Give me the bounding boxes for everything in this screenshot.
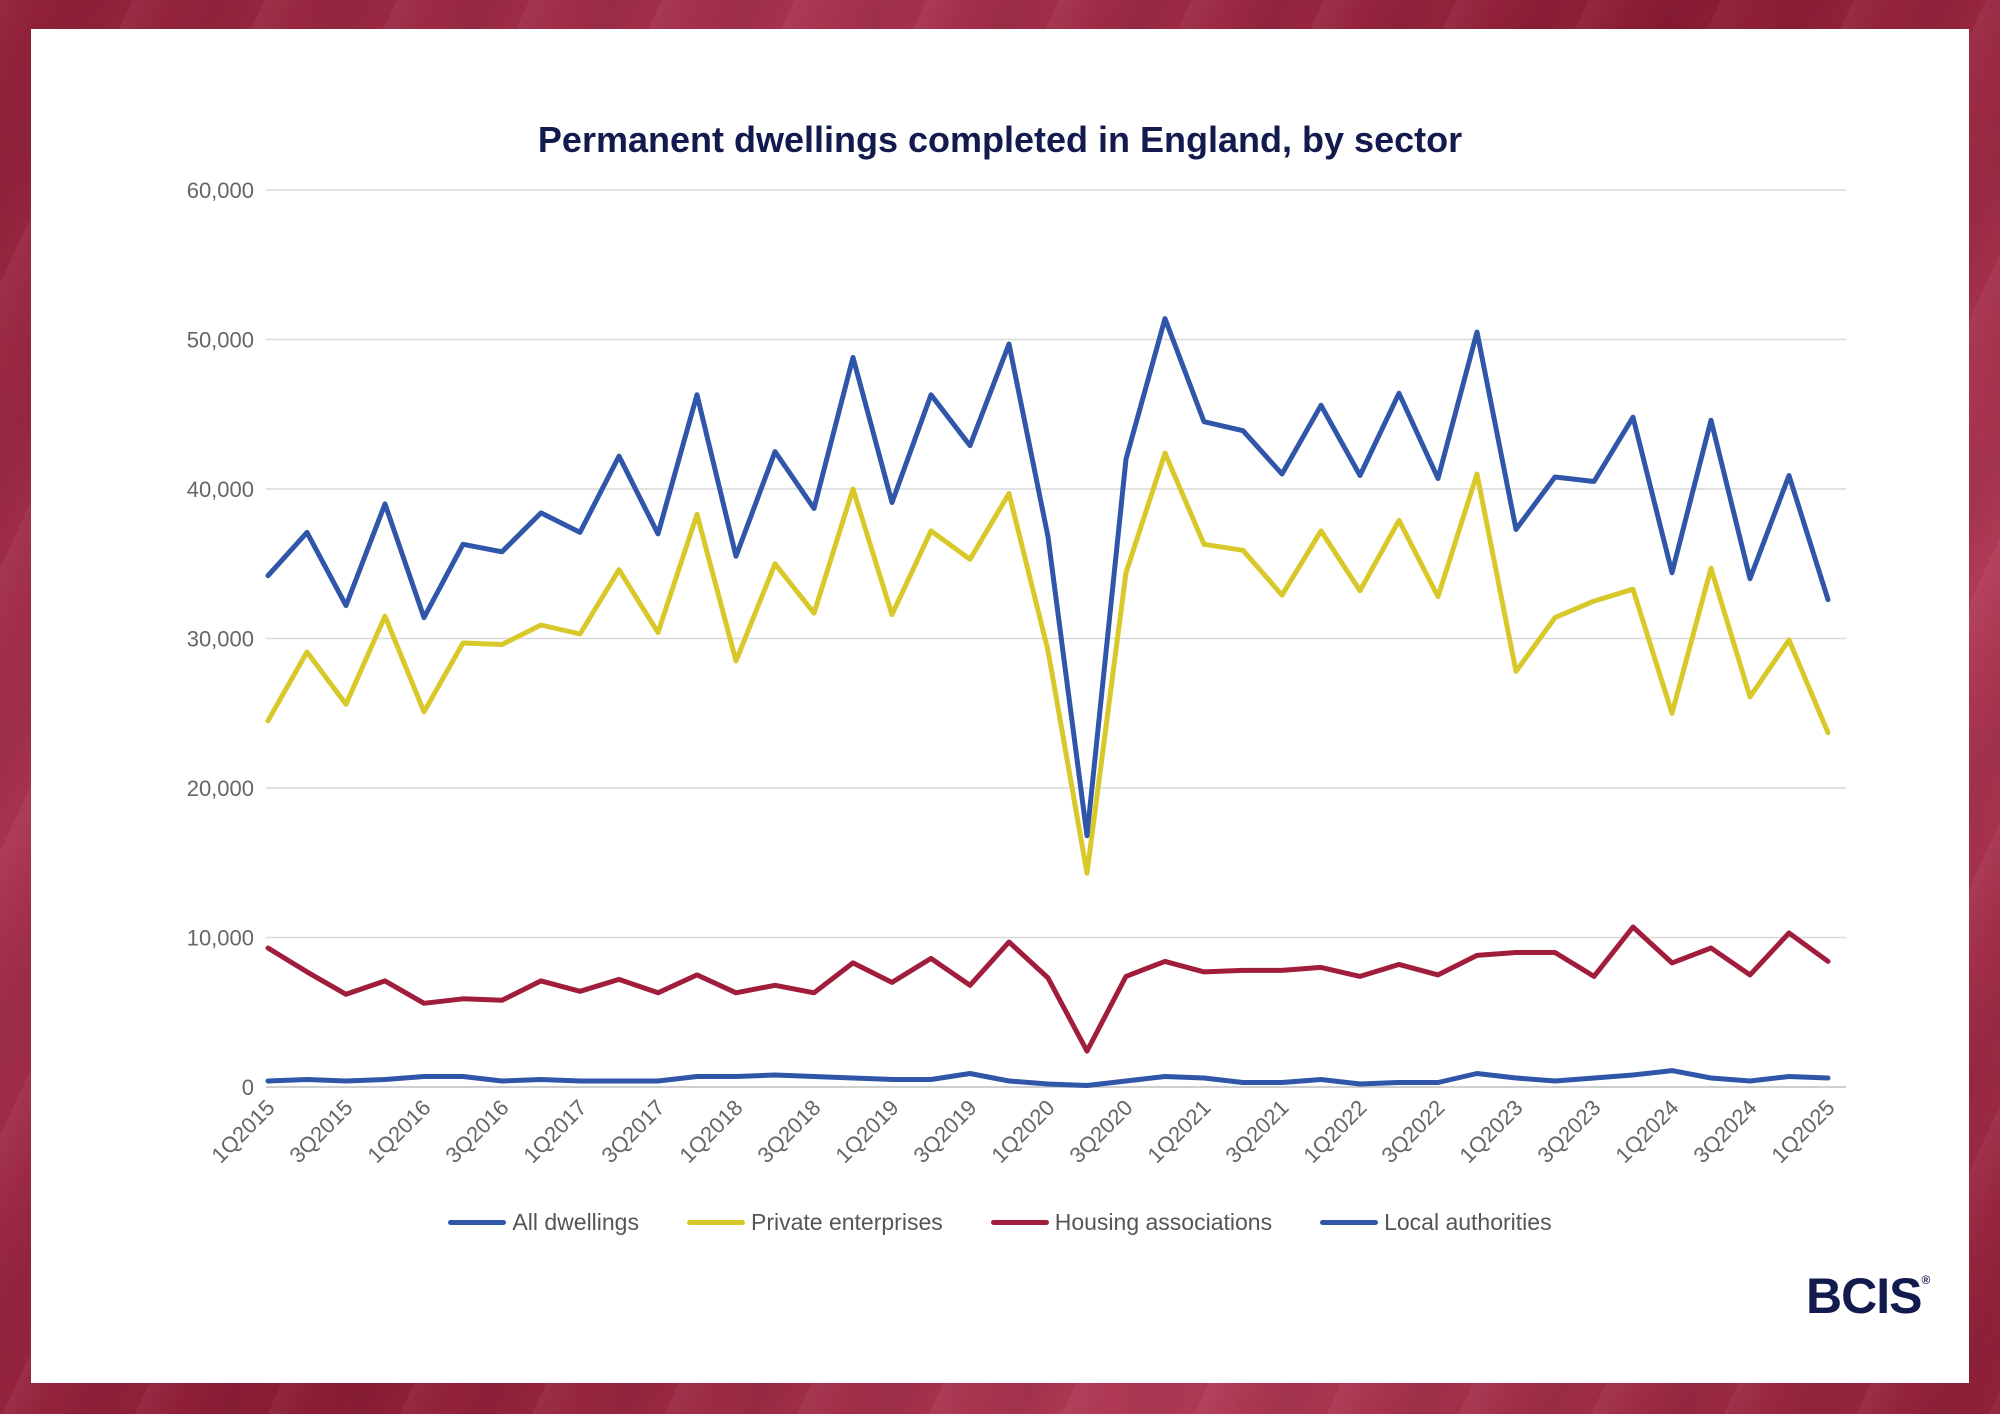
legend-label-housing-associations: Housing associations — [1054, 1209, 1273, 1235]
legend-label-local-authorities: Local authorities — [1384, 1209, 1552, 1235]
y-tick-label: 30,000 — [187, 627, 254, 652]
x-tick-label: 1Q2023 — [1454, 1095, 1527, 1168]
x-tick-label: 3Q2016 — [440, 1095, 513, 1168]
legend-swatch-all-dwellings — [448, 1220, 507, 1225]
x-tick-label: 1Q2021 — [1142, 1095, 1215, 1168]
x-tick-label: 1Q2018 — [674, 1095, 747, 1168]
legend: All dwellings Private enterprises Housin… — [31, 1209, 1969, 1236]
legend-item-housing-associations[interactable]: Housing associations — [990, 1209, 1273, 1236]
grid-lines — [266, 189, 1846, 1088]
legend-swatch-private-enterprises — [686, 1220, 745, 1225]
x-axis-ticks: 1Q2015 3Q2015 1Q2016 3Q2016 1Q2017 3Q2017 1Q20… — [206, 1095, 1839, 1168]
x-tick-label: 3Q2022 — [1376, 1095, 1449, 1168]
y-tick-label: 60,000 — [187, 178, 254, 203]
x-tick-label: 3Q2018 — [752, 1095, 825, 1168]
series-line-private-enterprises — [265, 450, 1831, 876]
x-tick-label: 1Q2025 — [1766, 1095, 1839, 1168]
legend-item-private-enterprises[interactable]: Private enterprises — [686, 1209, 943, 1236]
x-tick-label: 3Q2017 — [596, 1095, 669, 1168]
line-chart: 0 10,000 20,000 30,000 40,000 50,000 60,000 1Q… — [187, 178, 1846, 1168]
x-tick-label: 1Q2015 — [206, 1095, 279, 1168]
x-tick-label: 1Q2016 — [362, 1095, 435, 1168]
x-tick-label: 3Q2019 — [908, 1095, 981, 1168]
x-tick-label: 1Q2020 — [986, 1095, 1059, 1168]
series-line-all-dwellings — [265, 316, 1831, 839]
y-axis-ticks: 0 10,000 20,000 30,000 40,000 50,000 60,000 — [187, 178, 254, 1100]
y-tick-label: 40,000 — [187, 477, 254, 502]
chart-title: Permanent dwellings completed in England… — [537, 119, 1463, 160]
legend-swatch-housing-associations — [990, 1220, 1049, 1225]
x-tick-label: 1Q2024 — [1610, 1095, 1683, 1168]
series-line-housing-associations — [265, 924, 1831, 1054]
series-line-local-authorities — [265, 1068, 1831, 1088]
legend-item-local-authorities[interactable]: Local authorities — [1320, 1209, 1552, 1236]
legend-item-all-dwellings[interactable]: All dwellings — [448, 1209, 639, 1236]
x-tick-label: 1Q2022 — [1298, 1095, 1371, 1168]
y-tick-label: 0 — [242, 1075, 254, 1100]
x-tick-label: 3Q2023 — [1532, 1095, 1605, 1168]
y-tick-label: 10,000 — [187, 926, 254, 951]
x-tick-label: 3Q2024 — [1688, 1095, 1761, 1168]
x-tick-label: 3Q2021 — [1220, 1095, 1293, 1168]
legend-label-all-dwellings: All dwellings — [512, 1209, 639, 1235]
y-tick-label: 20,000 — [187, 776, 254, 801]
bcis-logo: BCIS® — [1806, 1268, 1930, 1324]
legend-swatch-local-authorities — [1320, 1220, 1379, 1225]
y-tick-label: 50,000 — [187, 328, 254, 353]
x-tick-label: 1Q2019 — [830, 1095, 903, 1168]
x-tick-label: 3Q2020 — [1064, 1095, 1137, 1168]
series-lines — [265, 316, 1831, 1088]
chart-card: Permanent dwellings completed in England… — [31, 29, 1969, 1383]
legend-label-private-enterprises: Private enterprises — [750, 1209, 943, 1235]
x-tick-label: 1Q2017 — [518, 1095, 591, 1168]
x-tick-label: 3Q2015 — [284, 1095, 357, 1168]
